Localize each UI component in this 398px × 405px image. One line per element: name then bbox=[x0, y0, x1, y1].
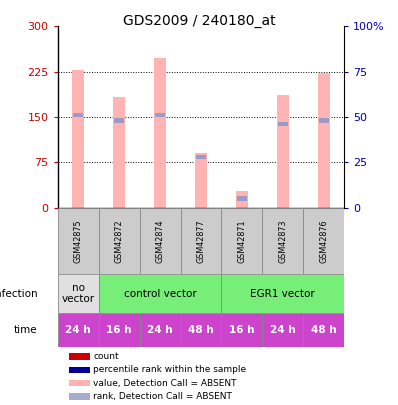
Bar bbox=[73, 113, 83, 117]
Bar bbox=[278, 122, 288, 126]
Bar bbox=[69, 367, 90, 373]
Text: GSM42872: GSM42872 bbox=[115, 219, 124, 262]
Bar bbox=[58, 208, 99, 274]
Text: value, Detection Call = ABSENT: value, Detection Call = ABSENT bbox=[94, 379, 237, 388]
Text: GSM42875: GSM42875 bbox=[74, 219, 83, 262]
Bar bbox=[154, 58, 166, 208]
Bar bbox=[99, 274, 221, 313]
Bar bbox=[181, 208, 221, 274]
Bar bbox=[58, 274, 99, 313]
Text: control vector: control vector bbox=[124, 289, 197, 299]
Bar bbox=[303, 313, 344, 347]
Bar bbox=[69, 353, 90, 360]
Text: GSM42874: GSM42874 bbox=[156, 219, 164, 262]
Bar bbox=[277, 95, 289, 208]
Text: GDS2009 / 240180_at: GDS2009 / 240180_at bbox=[123, 14, 275, 28]
Bar bbox=[319, 119, 329, 123]
Bar bbox=[155, 113, 165, 117]
Bar bbox=[99, 208, 140, 274]
Text: 48 h: 48 h bbox=[311, 325, 337, 335]
Bar bbox=[114, 119, 124, 123]
Bar bbox=[196, 155, 206, 159]
Text: 24 h: 24 h bbox=[270, 325, 296, 335]
Text: GSM42877: GSM42877 bbox=[197, 219, 205, 262]
Bar bbox=[221, 208, 262, 274]
Text: 16 h: 16 h bbox=[106, 325, 132, 335]
Text: GSM42876: GSM42876 bbox=[319, 219, 328, 262]
Text: time: time bbox=[14, 325, 37, 335]
Text: 24 h: 24 h bbox=[147, 325, 173, 335]
Text: no
vector: no vector bbox=[62, 283, 95, 305]
Text: rank, Detection Call = ABSENT: rank, Detection Call = ABSENT bbox=[94, 392, 232, 401]
Bar bbox=[99, 313, 140, 347]
Bar bbox=[58, 313, 99, 347]
Bar bbox=[236, 191, 248, 208]
Bar bbox=[140, 313, 181, 347]
Bar bbox=[221, 313, 262, 347]
Text: 48 h: 48 h bbox=[188, 325, 214, 335]
Bar bbox=[140, 208, 181, 274]
Bar bbox=[195, 153, 207, 208]
Bar bbox=[262, 313, 303, 347]
Text: percentile rank within the sample: percentile rank within the sample bbox=[94, 365, 246, 375]
Bar bbox=[181, 313, 221, 347]
Text: 16 h: 16 h bbox=[229, 325, 255, 335]
Bar bbox=[318, 73, 330, 208]
Bar bbox=[303, 208, 344, 274]
Text: infection: infection bbox=[0, 289, 37, 299]
Text: GSM42871: GSM42871 bbox=[238, 219, 246, 262]
Text: EGR1 vector: EGR1 vector bbox=[250, 289, 315, 299]
Bar bbox=[72, 70, 84, 208]
Bar bbox=[69, 393, 90, 400]
Text: count: count bbox=[94, 352, 119, 361]
Bar bbox=[262, 208, 303, 274]
Text: 24 h: 24 h bbox=[65, 325, 91, 335]
Bar bbox=[69, 380, 90, 386]
Bar bbox=[113, 97, 125, 208]
Bar bbox=[221, 274, 344, 313]
Text: GSM42873: GSM42873 bbox=[278, 219, 287, 262]
Bar bbox=[237, 196, 247, 200]
